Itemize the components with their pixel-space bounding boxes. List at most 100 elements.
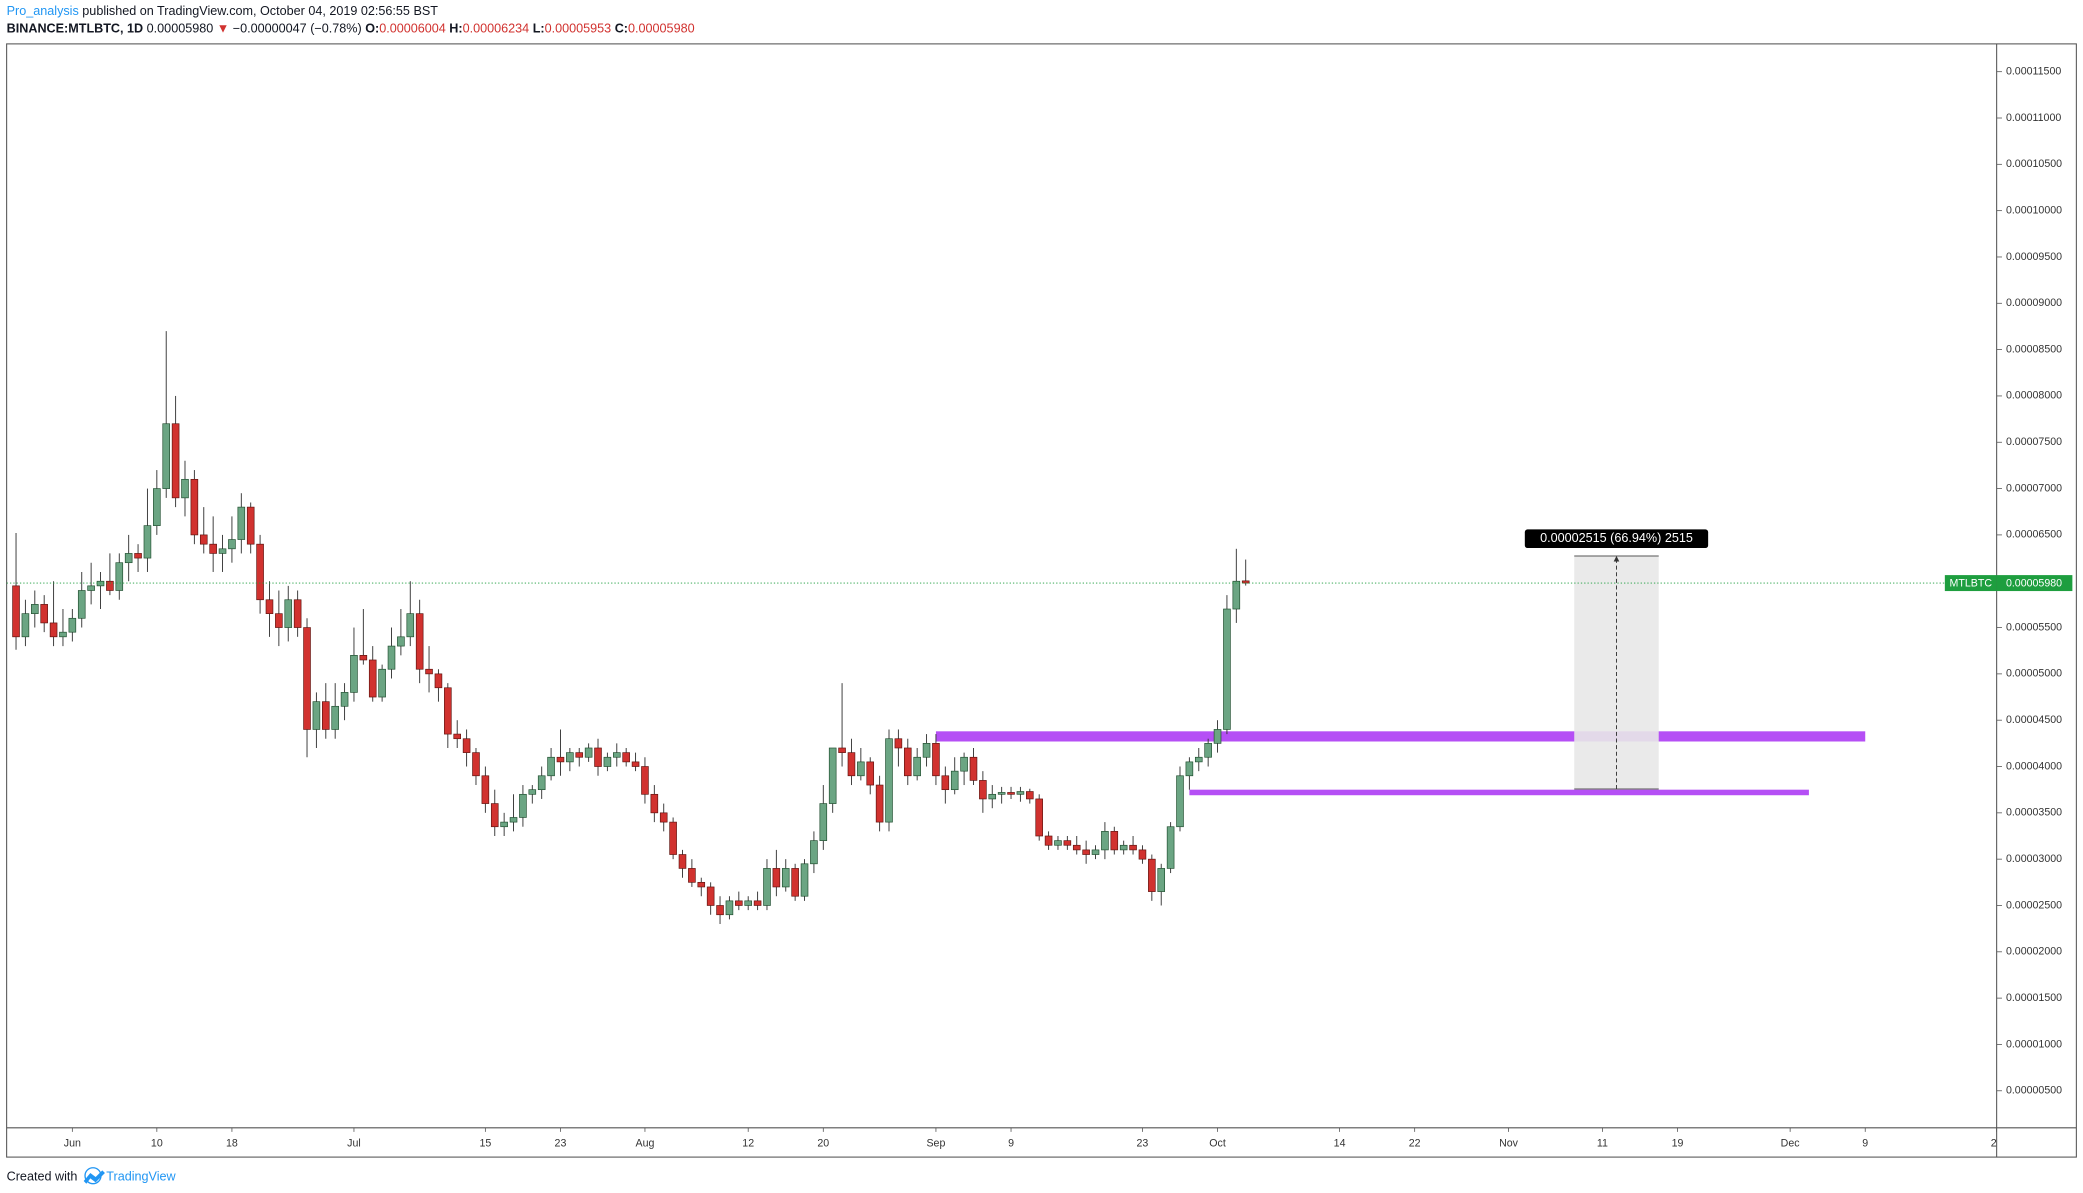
candle-body — [894, 738, 903, 749]
candle-body — [124, 553, 133, 564]
candle-body — [1138, 849, 1147, 860]
candle-body — [40, 604, 48, 624]
candle-body — [969, 756, 978, 781]
x-tick-label: 19 — [1672, 1138, 1684, 1150]
y-tick-label: 0.00010500 — [2006, 158, 2062, 170]
candle-body — [857, 761, 865, 777]
y-tick-label: 0.00000500 — [2006, 1085, 2062, 1097]
candle-body — [181, 478, 189, 499]
x-tick-label: Dec — [1781, 1138, 1801, 1150]
candle-body — [481, 775, 490, 804]
logo — [83, 1167, 105, 1185]
candle-body — [744, 900, 752, 906]
y-tick-label: 0.00001000 — [2006, 1038, 2062, 1050]
ohlc-value: 0.00005980 — [628, 22, 695, 36]
candle-body — [547, 756, 555, 777]
candle-body — [1110, 831, 1119, 851]
price-badge — [1996, 575, 2073, 592]
candle-body — [31, 604, 39, 614]
candle-body — [218, 548, 227, 554]
candle-body — [1194, 756, 1203, 763]
x-tick-label: 22 — [1409, 1138, 1421, 1150]
x-tick-label: 20 — [817, 1138, 829, 1150]
candle-body — [350, 655, 358, 693]
candle-body — [340, 692, 349, 707]
candle-body — [331, 705, 339, 730]
x-tick-label: 9 — [1862, 1138, 1868, 1150]
y-tick-label: 0.00005000 — [2006, 668, 2062, 680]
candle-body — [1176, 775, 1184, 828]
price: 0.00005980 — [147, 22, 214, 36]
candle-body — [322, 701, 330, 730]
time-axis: Jun 10 18 Jul 15 23 Aug 12 20 Sep 9 23 Oct 14 22 Nov 11 1… — [64, 1127, 1997, 1150]
x-tick-label: Sep — [926, 1138, 945, 1150]
x-tick-label: Jul — [347, 1138, 361, 1150]
y-tick-label: 0.00002500 — [2006, 899, 2062, 911]
candle-body — [960, 756, 968, 772]
symbol-badge — [1944, 575, 1997, 592]
footer-brand: TradingView — [106, 1169, 176, 1183]
candle-body — [613, 752, 621, 758]
candle-body — [688, 868, 696, 883]
candle-body — [885, 738, 893, 823]
candle-body — [293, 599, 302, 628]
footer-text: Created with — [7, 1169, 78, 1183]
x-tick-label: 23 — [1137, 1138, 1149, 1150]
candle-body — [1185, 761, 1194, 777]
candle-body — [838, 747, 846, 753]
candle-body — [641, 766, 649, 795]
measure-label-bg — [1524, 529, 1709, 549]
candle-body — [425, 668, 433, 675]
candle-body — [1129, 844, 1137, 851]
candle-body — [575, 752, 584, 758]
candle-body — [490, 803, 499, 828]
candle-body — [1223, 608, 1231, 730]
candle-body — [913, 756, 921, 777]
ohlc-value: 0.00006234 — [463, 22, 530, 36]
candle-body — [59, 631, 67, 638]
x-tick-label: 12 — [742, 1138, 754, 1150]
candle-body — [903, 747, 912, 777]
candle-body — [791, 868, 799, 897]
candle-body — [115, 562, 124, 591]
candle-body — [77, 590, 86, 619]
candle-body — [303, 627, 311, 730]
candle-body — [143, 525, 152, 559]
candle-body — [1148, 858, 1156, 892]
x-tick-label: Jun — [64, 1138, 81, 1150]
y-tick-label: 0.00009500 — [2006, 251, 2062, 263]
x-tick-label: 18 — [226, 1138, 238, 1150]
x-tick-label: Aug — [635, 1138, 654, 1150]
candle-body — [68, 617, 77, 633]
candle-body — [462, 738, 471, 753]
candle-body — [444, 687, 452, 735]
candle-body — [988, 793, 997, 800]
candle-body — [847, 752, 856, 777]
candle-body — [359, 655, 368, 661]
candle-body — [49, 622, 58, 638]
candle-body — [763, 868, 771, 906]
candle-body — [368, 659, 377, 698]
x-tick-label: 11 — [1597, 1138, 1608, 1150]
candle-body — [875, 784, 884, 823]
candle-body — [12, 585, 20, 638]
candle-body — [500, 821, 508, 828]
candle-body — [753, 900, 762, 906]
candle-body — [284, 599, 293, 628]
candle-body — [246, 506, 255, 545]
candle-body — [171, 423, 180, 499]
candle-body — [87, 585, 95, 591]
candle-body — [434, 673, 443, 689]
change: −0.00000047 (−0.78%) — [233, 22, 362, 36]
candle-body — [650, 793, 659, 814]
candle-body — [800, 863, 809, 897]
header-line: Pro_analysis published on TradingView.co… — [7, 4, 439, 18]
y-tick-label: 0.00002000 — [2006, 946, 2062, 958]
candle-body — [1101, 831, 1109, 851]
candle-body — [1091, 849, 1100, 855]
candle-body — [1157, 868, 1166, 892]
candle-body — [716, 905, 724, 916]
candle-body — [190, 478, 199, 536]
x-tick-label: 23 — [555, 1138, 567, 1150]
